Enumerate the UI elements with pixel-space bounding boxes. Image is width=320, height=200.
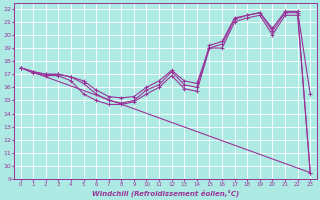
X-axis label: Windchill (Refroidissement éolien,°C): Windchill (Refroidissement éolien,°C) <box>92 189 239 197</box>
